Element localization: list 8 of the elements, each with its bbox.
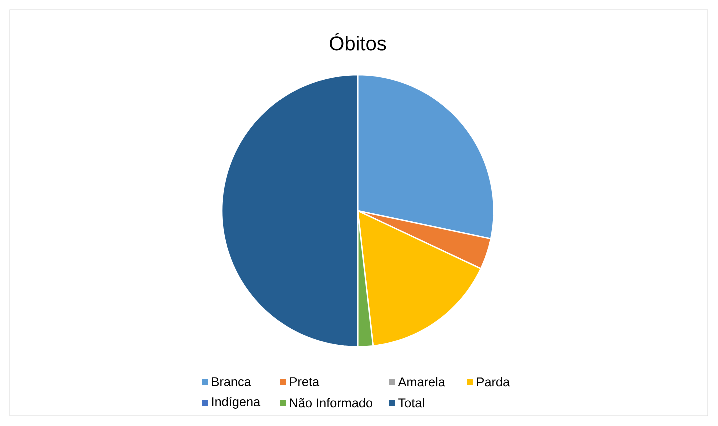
legend-label: Parda	[477, 377, 510, 387]
legend-label: Total	[398, 398, 424, 408]
legend-label: Não Informado	[290, 398, 373, 408]
chart-title: Óbitos	[330, 33, 386, 51]
legend-label: Branca	[212, 378, 252, 386]
legend-label: Indígena	[212, 397, 261, 409]
legend-label: Preta	[290, 378, 320, 386]
legend-label: Amarela	[398, 377, 446, 387]
